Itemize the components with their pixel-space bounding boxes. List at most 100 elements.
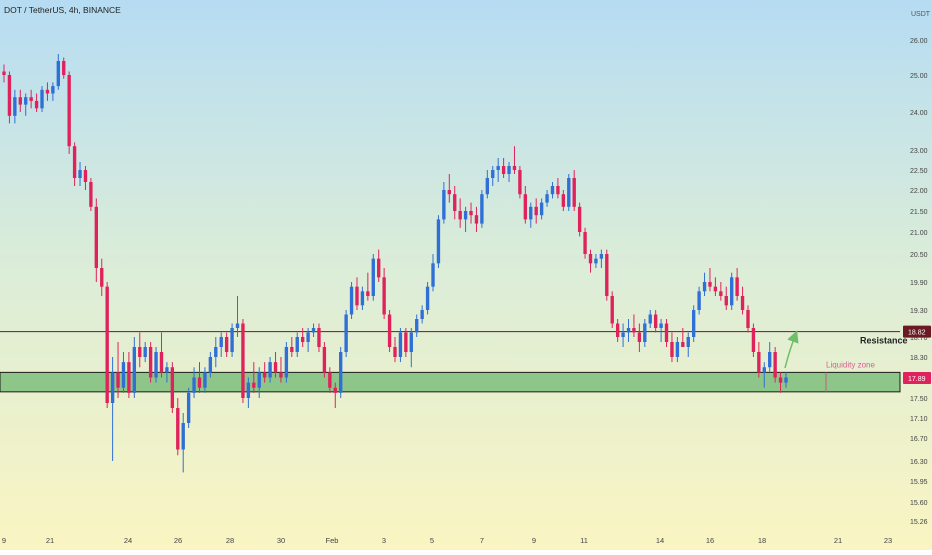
candle-body <box>51 86 55 94</box>
candle-body <box>615 323 620 337</box>
candle <box>453 186 457 220</box>
candle-body <box>409 332 413 352</box>
candle <box>621 323 625 347</box>
candle <box>121 352 126 393</box>
candle-body <box>583 232 587 254</box>
candle-body <box>751 328 756 352</box>
liquidity-zone-box[interactable] <box>0 371 901 393</box>
candle <box>165 362 169 383</box>
candle-body <box>45 89 50 94</box>
candle-body <box>501 166 506 174</box>
candle <box>339 347 343 398</box>
candle-body <box>197 377 202 388</box>
candle-body <box>393 347 397 357</box>
candle <box>398 328 403 363</box>
candle <box>360 286 365 310</box>
candle-body <box>208 357 213 373</box>
candle-body <box>664 323 669 342</box>
y-tick-label: 22.50 <box>910 168 928 175</box>
candle <box>675 337 680 363</box>
candle-body <box>235 323 240 328</box>
candle-body <box>154 352 158 378</box>
candle <box>290 337 294 357</box>
candle <box>409 328 413 368</box>
candle <box>746 305 750 333</box>
candle <box>751 323 756 357</box>
candle <box>311 323 316 337</box>
candle <box>431 254 435 292</box>
candle <box>507 162 511 182</box>
chart-title: DOT / TetherUS, 4h, BINANCE <box>4 5 121 15</box>
candle <box>643 319 647 347</box>
candle <box>40 86 44 112</box>
resistance-price-badge-bg <box>903 325 931 338</box>
candle <box>34 93 39 112</box>
candle <box>632 314 636 337</box>
candle <box>518 166 522 199</box>
candle <box>230 323 234 357</box>
candle-body <box>355 286 359 306</box>
candle <box>512 146 517 174</box>
y-tick-label: 23.00 <box>910 148 928 155</box>
current-price-badge-bg <box>903 372 931 384</box>
candle <box>404 328 408 357</box>
candle-body <box>681 342 685 347</box>
candle <box>219 332 223 357</box>
candle <box>56 54 60 90</box>
y-tick-label: 24.00 <box>910 110 928 117</box>
candle-body <box>453 194 457 211</box>
x-tick-label: 11 <box>580 536 588 545</box>
candle-body <box>773 352 777 378</box>
candle <box>322 342 327 378</box>
candle-body <box>784 377 788 383</box>
resistance-price-badge: 18.82 <box>903 325 931 338</box>
candle <box>284 342 289 383</box>
y-tick-label: 22.00 <box>910 188 928 195</box>
candle-body <box>605 254 609 296</box>
candle-body <box>311 328 316 333</box>
candle-body <box>300 337 305 342</box>
y-tick-label: 18.70 <box>910 335 928 342</box>
candle-body <box>398 332 403 357</box>
candle <box>295 332 299 357</box>
candle-body <box>317 328 321 347</box>
candle-body <box>7 75 12 116</box>
candle <box>610 291 614 328</box>
candle-body <box>377 258 381 278</box>
candle-body <box>387 314 392 347</box>
candle-body <box>474 215 479 224</box>
candle-body <box>344 314 348 352</box>
candle <box>534 198 538 224</box>
candle-body <box>360 291 365 306</box>
candle-body <box>83 170 88 182</box>
candle-body <box>686 337 690 347</box>
candle <box>485 170 490 199</box>
candle-body <box>404 332 408 352</box>
candle <box>148 342 153 383</box>
candle <box>523 186 528 224</box>
x-tick-label: 21 <box>46 536 54 545</box>
candle-body <box>545 194 549 203</box>
candle-body <box>730 277 734 306</box>
candle <box>545 190 549 207</box>
candle <box>349 282 354 319</box>
x-tick-label: Feb <box>326 536 339 545</box>
candle <box>186 387 191 428</box>
y-tick-label: 18.30 <box>910 355 928 362</box>
candle <box>415 314 419 337</box>
candle <box>719 282 723 301</box>
candle-body <box>550 186 555 195</box>
candle-body <box>349 286 354 315</box>
candle-body <box>480 194 484 224</box>
candle <box>181 413 185 473</box>
candle-body <box>110 372 115 403</box>
x-tick-label: 3 <box>382 536 386 545</box>
x-tick-label: 23 <box>884 536 892 545</box>
candle <box>447 174 451 203</box>
candle <box>491 166 495 186</box>
candle-body <box>56 61 60 87</box>
candle <box>778 372 783 393</box>
y-tick-label: 15.60 <box>910 500 928 507</box>
